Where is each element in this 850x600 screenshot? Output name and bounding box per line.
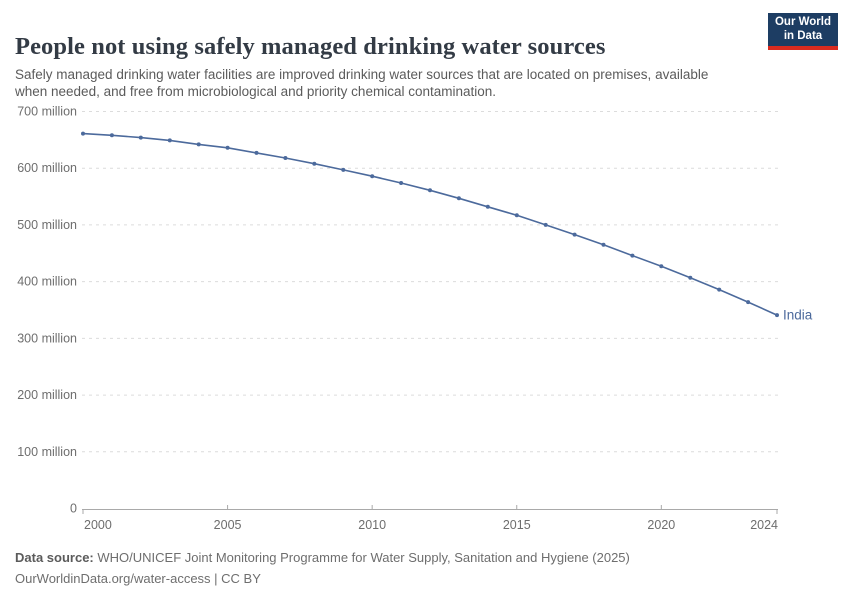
- x-tick-label: 2000: [84, 518, 112, 532]
- data-point: [399, 181, 404, 185]
- y-axis-labels: 700 million 600 million 500 million 400 mil…: [17, 105, 77, 516]
- data-point: [225, 145, 230, 150]
- data-point: [109, 133, 114, 138]
- series-india: India: [81, 131, 813, 323]
- chart-title: People not using safely managed drinking…: [15, 33, 606, 61]
- y-tick-label: 400 million: [17, 275, 77, 289]
- data-point: [746, 300, 751, 305]
- data-point: [456, 196, 461, 201]
- data-point: [485, 204, 490, 209]
- y-tick-label: 500 million: [17, 218, 77, 232]
- owid-logo[interactable]: Our World in Data: [768, 13, 838, 50]
- data-point: [312, 161, 317, 166]
- data-point: [428, 188, 432, 193]
- owid-logo-line2: in Data: [783, 29, 823, 42]
- x-tick-label: 2020: [647, 518, 675, 532]
- y-tick-label: 700 million: [17, 105, 77, 119]
- data-source-text: WHO/UNICEF Joint Monitoring Programme fo…: [97, 550, 630, 565]
- series-line: [82, 132, 778, 316]
- data-point: [341, 167, 346, 172]
- data-point: [775, 313, 779, 318]
- data-point: [630, 253, 635, 258]
- data-point: [514, 213, 519, 218]
- x-tick-label: 2015: [503, 518, 531, 532]
- x-tick-label: 2010: [358, 518, 386, 532]
- attribution-separator: |: [210, 571, 222, 586]
- data-point: [370, 174, 375, 179]
- data-point: [81, 131, 85, 136]
- y-tick-label: 600 million: [17, 161, 77, 175]
- data-source-label: Data source:: [15, 550, 94, 565]
- y-tick-label: 100 million: [17, 445, 77, 459]
- license-label[interactable]: CC BY: [221, 571, 261, 586]
- data-point: [688, 275, 693, 280]
- data-point: [196, 142, 201, 147]
- series-end-label[interactable]: India: [783, 308, 813, 323]
- data-point: [283, 156, 288, 160]
- owid-url-link[interactable]: OurWorldinData.org/water-access: [15, 571, 211, 586]
- data-point: [717, 287, 722, 292]
- data-point: [659, 264, 664, 269]
- data-point: [572, 232, 577, 237]
- y-tick-label: 200 million: [17, 388, 77, 402]
- chart-footer: Data source: WHO/UNICEF Joint Monitoring…: [15, 548, 835, 589]
- y-gridlines: [82, 111, 778, 453]
- chart-subtitle: Safely managed drinking water facilities…: [15, 66, 709, 100]
- x-tick-label: 2024: [750, 518, 778, 532]
- y-tick-label: 0: [70, 502, 77, 516]
- y-tick-label: 300 million: [17, 331, 77, 345]
- data-point: [167, 138, 172, 143]
- x-tick-label: 2005: [214, 518, 242, 532]
- data-source-line: Data source: WHO/UNICEF Joint Monitoring…: [15, 548, 835, 568]
- data-point: [601, 242, 606, 247]
- data-point: [543, 222, 548, 227]
- owid-logo-line1: Our World: [774, 16, 831, 28]
- data-point: [254, 150, 259, 155]
- attribution-line: OurWorldinData.org/water-access | CC BY: [15, 569, 835, 589]
- data-point: [138, 135, 143, 140]
- x-axis: 2000 2005 2010 2015 2020 2024: [82, 505, 778, 532]
